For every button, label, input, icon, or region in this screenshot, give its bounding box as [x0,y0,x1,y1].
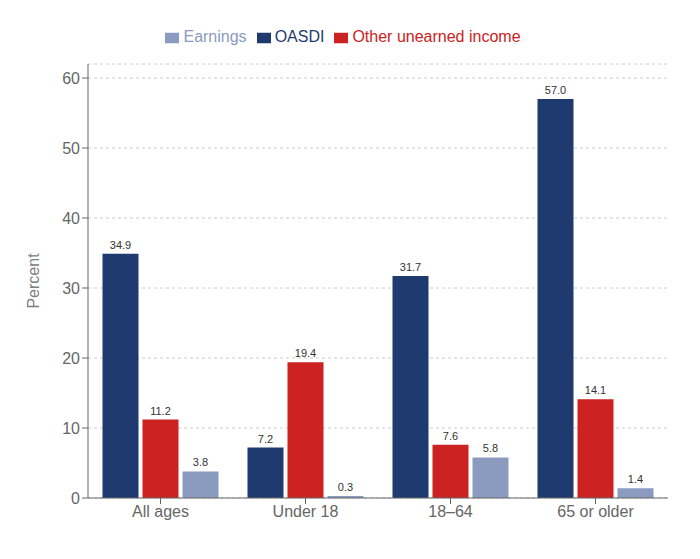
svg-text:14.1: 14.1 [585,384,606,396]
svg-text:0: 0 [71,490,80,507]
svg-text:30: 30 [62,280,80,297]
svg-text:40: 40 [62,210,80,227]
svg-text:All ages: All ages [132,503,189,520]
svg-text:31.7: 31.7 [400,261,421,273]
html-text:Other unearned income: Other unearned income [352,28,521,45]
svg-text:34.9: 34.9 [110,239,131,251]
svg-text:19.4: 19.4 [295,347,316,359]
html-text:OASDI: OASDI [274,28,325,45]
svg-text:0.3: 0.3 [338,481,353,493]
svg-text:20: 20 [62,350,80,367]
svg-text:10: 10 [62,420,80,437]
svg-text:3.8: 3.8 [193,456,208,468]
svg-text:60: 60 [62,70,80,87]
svg-text:7.6: 7.6 [443,430,458,442]
svg-text:7.2: 7.2 [258,433,273,445]
svg-text:Percent: Percent [25,253,42,309]
svg-text:Under 18: Under 18 [273,503,339,520]
svg-text:65 or older: 65 or older [557,503,634,520]
html-text:Earnings: Earnings [183,28,247,45]
svg-text:1.4: 1.4 [628,473,643,485]
svg-text:50: 50 [62,140,80,157]
svg-text:18–64: 18–64 [428,503,473,520]
svg-text:57.0: 57.0 [545,84,566,96]
svg-text:11.2: 11.2 [150,405,171,417]
svg-text:5.8: 5.8 [483,442,498,454]
